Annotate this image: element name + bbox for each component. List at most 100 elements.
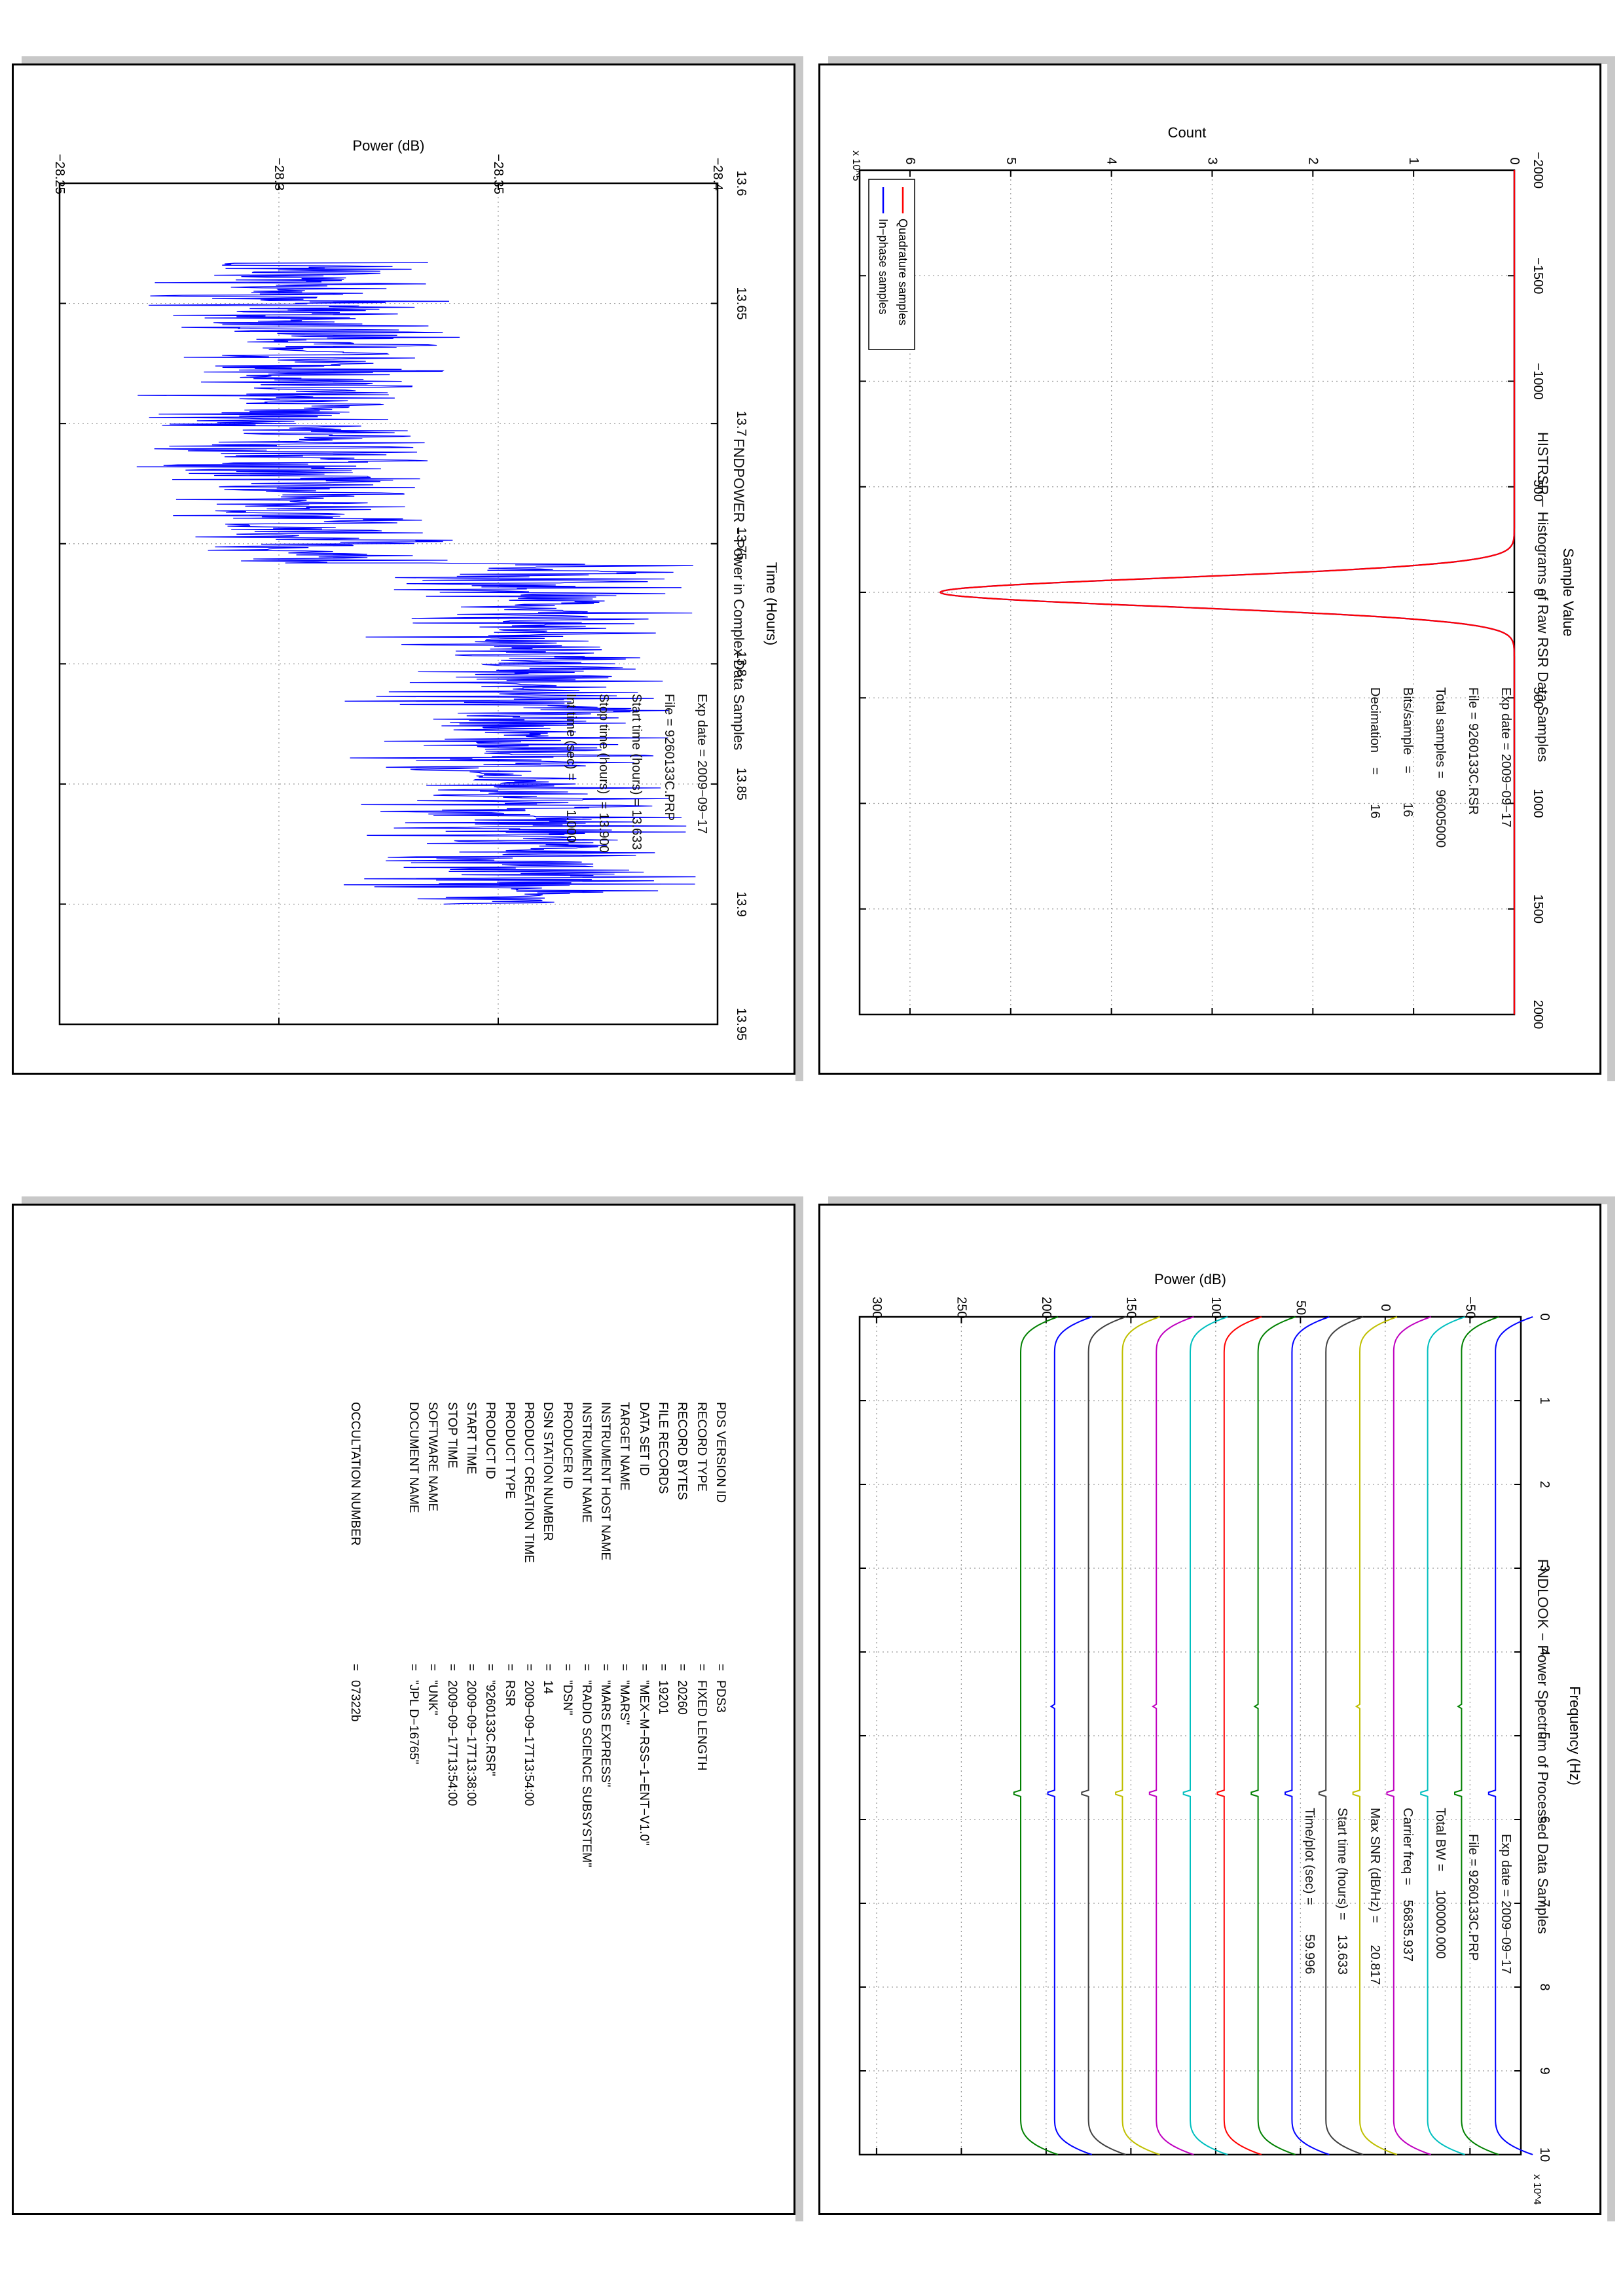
histrsr-y-tick-label: 3: [1205, 157, 1219, 164]
label-equals: =: [464, 1664, 479, 1672]
label-value: 14: [541, 1680, 555, 1695]
fndpower-y-tick-label: −28.4: [710, 158, 725, 191]
fndlook-panel: 0 1 2 3 4 5 6 7 8 9 10 −50 0 50 100 150 200 250 300 Frequen…: [818, 1204, 1601, 2215]
label-row: DOCUMENT NAME = "JPL D−16765": [402, 1402, 420, 2056]
label-value: 2009−09−17T13:38:00: [464, 1680, 479, 1806]
histrsr-x-tick-label: 1000: [1531, 789, 1545, 818]
label-key: PDS VERSION ID: [714, 1402, 727, 1503]
fndlook-series-2: [1454, 1316, 1499, 2155]
fndlook-y-tick-label: 50: [1293, 1300, 1307, 1315]
fndlook-x-tick-label: 8: [1537, 1983, 1552, 1990]
histrsr-y-tick-label: 2: [1305, 157, 1320, 164]
label-key: PRODUCT TYPE: [502, 1402, 517, 1499]
fndlook-series-6: [1318, 1316, 1364, 2155]
label-value: 19201: [656, 1680, 670, 1715]
label-value: PDS3: [714, 1680, 727, 1713]
label-row: DATA SET ID = "MEX−M−RSS−1−ENT−V1.0": [632, 1402, 651, 2056]
fndpower-x-tick-label: 13.95: [734, 1008, 748, 1041]
label-value: "MARS": [617, 1680, 632, 1725]
histrsr-file: File = 9260133C.RSR: [1466, 687, 1480, 816]
label-equals: =: [598, 1664, 613, 1672]
histrsr-bits-sample: Bits/sample = 16: [1400, 687, 1415, 817]
histrsr-chart: −2000 −1500 −1000 −500 0 500 1000 1500 2000 0 1 2 3 4…: [850, 124, 1577, 1029]
fndpower-x-tick-label: 13.6: [734, 171, 748, 196]
fndlook-series-8: [1250, 1316, 1296, 2155]
label-row: RECORD TYPE = FIXED LENGTH: [690, 1402, 708, 2056]
label-value: 2009−09−17T13:54:00: [445, 1680, 459, 1806]
fndlook-chart: 0 1 2 3 4 5 6 7 8 9 10 −50 0 50 100 150 200 250 300 Frequen…: [858, 1271, 1583, 2205]
label-key: SOFTWARE NAME: [426, 1402, 440, 1512]
fndpower-chart: 13.6 13.65 13.7 13.75 13.8 13.85 13.9 13.95 −28.…: [52, 137, 780, 1041]
label-row: PRODUCT ID = "9260133C.RSR": [479, 1402, 497, 2056]
fndlook-series-5: [1352, 1316, 1398, 2155]
label-row: SOFTWARE NAME = "UNK": [422, 1402, 440, 2056]
histrsr-legend-label: Quadrature samples: [896, 219, 909, 325]
histrsr-y-tick-label: 6: [903, 157, 917, 164]
fndpower-panel: 13.6 13.65 13.7 13.75 13.8 13.85 13.9 13.95 −28.…: [12, 63, 795, 1075]
label-panel: PDS VERSION ID = PDS3 RECORD TYPE = FIXED LEN…: [12, 1204, 795, 2215]
fndlook-file: File = 9260133C.PRP: [1466, 1834, 1480, 1962]
label-value: 2009−09−17T13:54:00: [522, 1680, 536, 1806]
fndlook-series-3: [1420, 1316, 1465, 2155]
label-row: FILE RECORDS = 19201: [651, 1402, 670, 2056]
fndlook-series-12: [1115, 1316, 1160, 2155]
fndlook-x-tick-label: 6: [1537, 1816, 1552, 1823]
label-key: DSN STATION NUMBER: [541, 1402, 555, 1541]
label-row: INSTRUMENT NAME = "RADIO SCIENCE SUBSYSTEM…: [575, 1402, 593, 2056]
histrsr-y-tick-label: 1: [1406, 157, 1421, 164]
label-equals: =: [483, 1664, 498, 1672]
label-row: INSTRUMENT HOST NAME = "MARS EXPRESS": [594, 1402, 612, 2056]
label-row: RECORD BYTES = 20260: [670, 1402, 689, 2056]
histrsr-xlabel: Sample Value: [1560, 548, 1577, 636]
label-equals: =: [522, 1664, 536, 1672]
label-value: "9260133C.RSR": [483, 1680, 498, 1776]
histrsr-y-tick-label: 4: [1104, 157, 1119, 164]
label-value: "RADIO SCIENCE SUBSYSTEM": [579, 1680, 593, 1867]
label-equals: =: [656, 1664, 670, 1672]
label-equals: =: [502, 1664, 517, 1672]
label-key: PRODUCT CREATION TIME: [522, 1402, 536, 1563]
label-equals: =: [560, 1664, 574, 1672]
fndlook-x-tick-label: 5: [1537, 1732, 1552, 1739]
histrsr-axes: −2000 −1500 −1000 −500 0 500 1000 1500 2000 0 1 2 3 4…: [858, 124, 1577, 1029]
histrsr-x-tick-label: 500: [1531, 687, 1545, 709]
fndlook-y-tick-label: 300: [869, 1297, 884, 1318]
fndlook-y-tick-label: 100: [1209, 1297, 1223, 1318]
fndlook-y-tick-label: 150: [1123, 1297, 1138, 1318]
label-row: TARGET NAME = "MARS": [613, 1402, 632, 2056]
histrsr-y-tick-label: 0: [1507, 157, 1522, 164]
fndlook-series-1: [1487, 1316, 1533, 2155]
label-equals: =: [407, 1664, 421, 1672]
label-value: "UNK": [426, 1680, 440, 1715]
fndlook-ylabel: Power (dB): [1154, 1271, 1226, 1287]
label-key: INSTRUMENT NAME: [579, 1402, 593, 1523]
histrsr-x-tick-label: −1500: [1531, 257, 1545, 294]
label-equals: =: [636, 1664, 651, 1672]
fndpower-x-tick-label: 13.9: [734, 891, 748, 917]
histrsr-legend-label: In−phase samples: [877, 219, 890, 315]
fndlook-x-tick-label: 0: [1537, 1313, 1552, 1320]
fndpower-x-tick-label: 13.8: [734, 651, 748, 677]
label-equals: =: [617, 1664, 632, 1672]
label-row: PDS VERSION ID = PDS3: [709, 1402, 727, 2056]
fndlook-series-4: [1386, 1316, 1432, 2155]
fndpower-x-tick-label: 13.7: [734, 411, 748, 437]
fndlook-exp-date: Exp date = 2009−09−17: [1499, 1834, 1513, 1975]
label-key: INSTRUMENT HOST NAME: [598, 1402, 613, 1561]
label-equals: =: [694, 1664, 708, 1672]
fndlook-frame: [858, 1316, 1522, 2156]
label-equals: =: [348, 1664, 362, 1672]
histrsr-y-exponent: x 10^5: [850, 151, 862, 181]
fndlook-y-tick-label: −50: [1463, 1297, 1477, 1319]
label-equals: =: [445, 1664, 459, 1672]
fndlook-series-11: [1148, 1316, 1194, 2155]
fndpower-ylabel: Power (dB): [352, 137, 424, 154]
fndlook-xlabel: Frequency (Hz): [1567, 1686, 1583, 1785]
fndlook-x-tick-label: 10: [1537, 2147, 1552, 2162]
label-row: STOP TIME = 2009−09−17T13:54:00: [441, 1402, 459, 2056]
label-value: FIXED LENGTH: [694, 1680, 708, 1771]
histrsr-x-tick-label: −1000: [1531, 363, 1545, 399]
label-row: PRODUCT TYPE = RSR: [498, 1402, 517, 2056]
label-table: PDS VERSION ID = PDS3 RECORD TYPE = FIXED LEN…: [73, 1402, 727, 2056]
label-key: PRODUCER ID: [560, 1402, 574, 1490]
